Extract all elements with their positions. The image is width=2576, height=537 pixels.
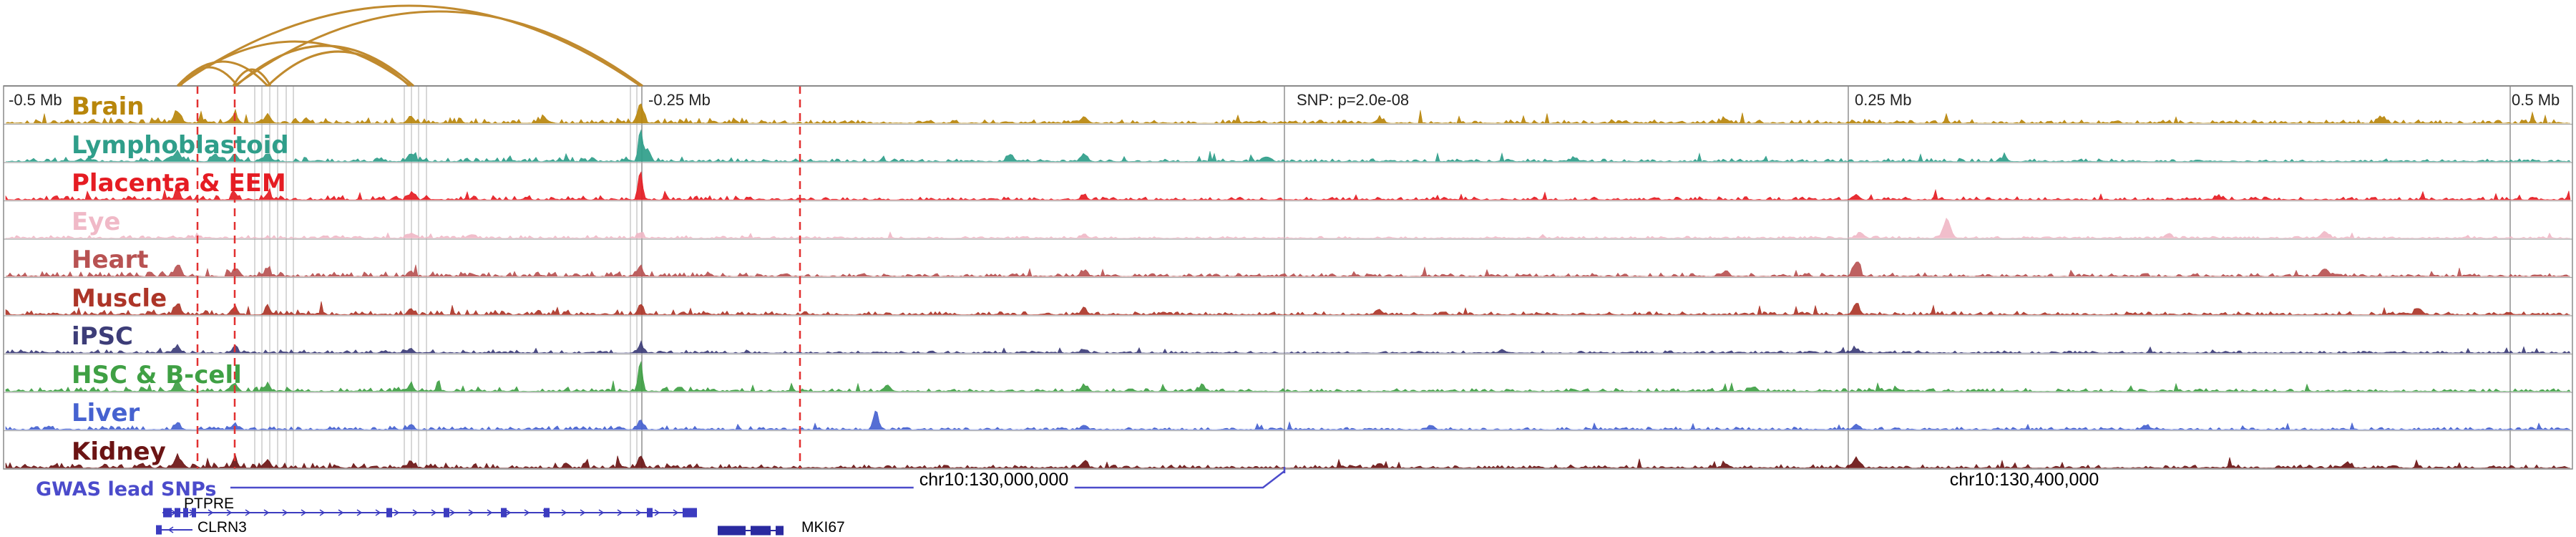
gene-exon bbox=[163, 508, 172, 518]
strand-arrow bbox=[226, 509, 233, 516]
interaction-arc bbox=[235, 44, 415, 87]
ruler-label-plus-0-5mb: 0.5 Mb bbox=[2512, 91, 2560, 109]
gene-exon bbox=[683, 508, 697, 518]
track-label-ipsc: iPSC bbox=[72, 322, 134, 351]
ruler-label-snp-pvalue: SNP: p=2.0e-08 bbox=[1297, 91, 1410, 109]
gwas-lead-snps-label: GWAS lead SNPs bbox=[36, 478, 217, 500]
track-label-lymphoblastoid: Lymphoblastoid bbox=[72, 130, 289, 160]
interaction-arc bbox=[232, 68, 272, 87]
signal-track-kidney bbox=[5, 453, 2570, 469]
track-label-muscle: Muscle bbox=[72, 284, 167, 313]
strand-arrow bbox=[356, 509, 363, 516]
strand-arrow bbox=[338, 509, 344, 516]
gene-exon bbox=[751, 526, 771, 536]
gene-label-mki67: MKI67 bbox=[801, 519, 845, 536]
strand-arrow bbox=[263, 509, 270, 516]
signal-track-muscle bbox=[5, 301, 2570, 316]
gene-exon bbox=[718, 526, 746, 536]
gene-label-ptpre: PTPRE bbox=[184, 495, 235, 512]
interaction-arc bbox=[179, 66, 239, 87]
signal-track-brain bbox=[5, 103, 2570, 124]
gene-exon bbox=[444, 508, 449, 518]
coordinate-label-left: chr10:130,000,000 bbox=[913, 470, 1075, 490]
strand-arrow bbox=[375, 509, 381, 516]
track-label-brain: Brain bbox=[72, 92, 145, 121]
gene-exon bbox=[183, 508, 188, 518]
strand-arrow bbox=[673, 509, 679, 516]
ruler-label-plus-0-25mb: 0.25 Mb bbox=[1855, 91, 1912, 109]
signal-track-heart bbox=[5, 261, 2571, 277]
gene-exon bbox=[386, 508, 392, 518]
strand-arrow bbox=[580, 509, 586, 516]
interaction-arc bbox=[234, 10, 643, 87]
signal-track-liver bbox=[5, 410, 2571, 430]
ruler-label-minus-0-25mb: -0.25 Mb bbox=[648, 91, 711, 109]
gene-exon bbox=[647, 508, 653, 518]
gene-exon bbox=[175, 508, 180, 518]
interaction-arc bbox=[266, 50, 411, 87]
track-label-heart: Heart bbox=[72, 246, 149, 274]
strand-arrow bbox=[431, 509, 437, 516]
strand-arrow bbox=[468, 509, 474, 516]
gene-exon bbox=[192, 508, 196, 518]
strand-arrow bbox=[449, 509, 456, 516]
gene-exon bbox=[501, 508, 507, 518]
strand-arrow bbox=[561, 509, 567, 516]
strand-arrow bbox=[505, 509, 512, 516]
strand-arrow bbox=[301, 509, 307, 516]
gene-exon bbox=[544, 508, 550, 518]
strand-arrow bbox=[617, 509, 623, 516]
track-label-hsc-b-cell: HSC & B-cell bbox=[72, 360, 242, 390]
gene-exon bbox=[156, 525, 162, 535]
strand-arrow bbox=[412, 509, 419, 516]
strand-arrow bbox=[208, 509, 214, 516]
strand-arrow bbox=[635, 509, 642, 516]
track-label-placenta-eem: Placenta & EEM bbox=[72, 169, 286, 198]
gene-exon bbox=[776, 526, 784, 536]
strand-arrow bbox=[654, 509, 660, 516]
strand-arrow bbox=[167, 526, 174, 533]
strand-arrow bbox=[487, 509, 493, 516]
track-label-liver: Liver bbox=[72, 399, 140, 427]
tracks-border bbox=[3, 85, 2573, 470]
ruler-label-minus-0-5mb: -0.5 Mb bbox=[9, 91, 62, 109]
interaction-arc bbox=[177, 4, 641, 87]
signal-track-eye bbox=[5, 217, 2570, 238]
signal-track-placenta-eem bbox=[5, 171, 2571, 200]
gwas-lead-snp-pointer bbox=[230, 470, 1285, 489]
strand-arrow bbox=[598, 509, 605, 516]
signal-track-ipsc bbox=[5, 340, 2571, 354]
gene-label-clrn3: CLRN3 bbox=[197, 519, 247, 536]
signal-track-hsc-b-cell bbox=[5, 360, 2571, 392]
strand-arrow bbox=[319, 509, 326, 516]
strand-arrow bbox=[394, 509, 400, 516]
interaction-arc bbox=[178, 40, 411, 87]
signal-track-lymphoblastoid bbox=[5, 129, 2571, 163]
strand-arrow bbox=[282, 509, 288, 516]
strand-arrow bbox=[245, 509, 251, 516]
track-label-eye: Eye bbox=[72, 207, 121, 236]
strand-arrow bbox=[524, 509, 530, 516]
track-label-kidney: Kidney bbox=[72, 437, 166, 466]
coordinate-label-right: chr10:130,400,000 bbox=[1943, 470, 2105, 490]
